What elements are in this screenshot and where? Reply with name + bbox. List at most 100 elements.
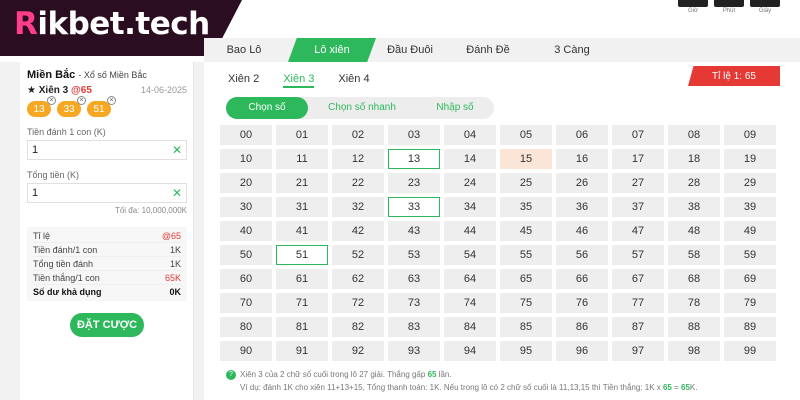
number-cell[interactable]: 79	[724, 293, 776, 313]
clear-total-icon[interactable]: ✕	[171, 186, 182, 200]
number-cell[interactable]: 85	[500, 317, 552, 337]
number-cell[interactable]: 98	[668, 341, 720, 361]
number-cell[interactable]: 42	[332, 221, 384, 241]
number-cell[interactable]: 58	[668, 245, 720, 265]
number-cell[interactable]: 83	[388, 317, 440, 337]
number-cell[interactable]: 92	[332, 341, 384, 361]
number-cell[interactable]: 74	[444, 293, 496, 313]
number-cell[interactable]: 14	[444, 149, 496, 169]
stake-input[interactable]: 1 ✕	[27, 140, 187, 160]
clear-stake-icon[interactable]: ✕	[171, 143, 182, 157]
number-cell[interactable]: 69	[724, 269, 776, 289]
number-cell[interactable]: 31	[276, 197, 328, 217]
number-cell[interactable]: 71	[276, 293, 328, 313]
number-cell[interactable]: 17	[612, 149, 664, 169]
place-bet-button[interactable]: ĐẶT CƯỢC	[70, 313, 144, 337]
number-cell[interactable]: 18	[668, 149, 720, 169]
number-cell[interactable]: 65	[500, 269, 552, 289]
number-cell[interactable]: 23	[388, 173, 440, 193]
number-cell[interactable]: 40	[220, 221, 272, 241]
number-cell[interactable]: 89	[724, 317, 776, 337]
number-cell[interactable]: 13	[388, 149, 440, 169]
number-cell[interactable]: 93	[388, 341, 440, 361]
number-cell[interactable]: 99	[724, 341, 776, 361]
mode-0[interactable]: Chọn số	[226, 97, 308, 119]
number-cell[interactable]: 91	[276, 341, 328, 361]
number-cell[interactable]: 50	[220, 245, 272, 265]
number-cell[interactable]: 76	[556, 293, 608, 313]
number-cell[interactable]: 87	[612, 317, 664, 337]
number-cell[interactable]: 75	[500, 293, 552, 313]
tab-3[interactable]: Đánh Đề	[466, 44, 510, 56]
number-cell[interactable]: 32	[332, 197, 384, 217]
number-cell[interactable]: 22	[332, 173, 384, 193]
number-cell[interactable]: 36	[556, 197, 608, 217]
number-cell[interactable]: 39	[724, 197, 776, 217]
total-value[interactable]: 1	[32, 187, 39, 199]
remove-chip-icon[interactable]: ×	[107, 96, 116, 105]
number-cell[interactable]: 46	[556, 221, 608, 241]
number-cell[interactable]: 86	[556, 317, 608, 337]
remove-chip-icon[interactable]: ×	[77, 96, 86, 105]
number-cell[interactable]: 70	[220, 293, 272, 313]
number-cell[interactable]: 00	[220, 125, 272, 145]
sub-tab-2[interactable]: Xiên 4	[338, 73, 370, 85]
number-cell[interactable]: 12	[332, 149, 384, 169]
number-cell[interactable]: 59	[724, 245, 776, 265]
number-cell[interactable]: 56	[556, 245, 608, 265]
number-cell[interactable]: 26	[556, 173, 608, 193]
number-cell[interactable]: 52	[332, 245, 384, 265]
number-cell[interactable]: 44	[444, 221, 496, 241]
sub-tab-0[interactable]: Xiên 2	[228, 73, 260, 85]
number-cell[interactable]: 03	[388, 125, 440, 145]
number-cell[interactable]: 96	[556, 341, 608, 361]
number-cell[interactable]: 54	[444, 245, 496, 265]
number-cell[interactable]: 19	[724, 149, 776, 169]
number-cell[interactable]: 05	[500, 125, 552, 145]
number-cell[interactable]: 29	[724, 173, 776, 193]
tab-1[interactable]: Lô xiên	[288, 38, 376, 62]
number-cell[interactable]: 33	[388, 197, 440, 217]
tab-4[interactable]: 3 Càng	[554, 44, 590, 56]
number-cell[interactable]: 27	[612, 173, 664, 193]
number-cell[interactable]: 61	[276, 269, 328, 289]
number-cell[interactable]: 63	[388, 269, 440, 289]
remove-chip-icon[interactable]: ×	[47, 96, 56, 105]
number-cell[interactable]: 48	[668, 221, 720, 241]
logo-banner[interactable]: Rikbet.tech	[0, 0, 242, 56]
total-input[interactable]: 1 ✕	[27, 183, 187, 203]
mode-1[interactable]: Chọn số nhanh	[328, 102, 396, 113]
number-cell[interactable]: 30	[220, 197, 272, 217]
number-cell[interactable]: 77	[612, 293, 664, 313]
number-cell[interactable]: 09	[724, 125, 776, 145]
mode-2[interactable]: Nhập số	[436, 102, 474, 113]
number-cell[interactable]: 43	[388, 221, 440, 241]
number-cell[interactable]: 82	[332, 317, 384, 337]
number-cell[interactable]: 16	[556, 149, 608, 169]
number-cell[interactable]: 45	[500, 221, 552, 241]
number-cell[interactable]: 21	[276, 173, 328, 193]
number-cell[interactable]: 68	[668, 269, 720, 289]
number-cell[interactable]: 34	[444, 197, 496, 217]
number-cell[interactable]: 37	[612, 197, 664, 217]
number-cell[interactable]: 20	[220, 173, 272, 193]
number-cell[interactable]: 35	[500, 197, 552, 217]
number-cell[interactable]: 55	[500, 245, 552, 265]
number-cell[interactable]: 67	[612, 269, 664, 289]
number-cell[interactable]: 62	[332, 269, 384, 289]
number-cell[interactable]: 78	[668, 293, 720, 313]
number-cell[interactable]: 64	[444, 269, 496, 289]
number-cell[interactable]: 47	[612, 221, 664, 241]
number-cell[interactable]: 57	[612, 245, 664, 265]
tab-2[interactable]: Đầu Đuôi	[387, 44, 433, 56]
number-cell[interactable]: 41	[276, 221, 328, 241]
number-cell[interactable]: 66	[556, 269, 608, 289]
number-cell[interactable]: 97	[612, 341, 664, 361]
tab-0[interactable]: Bao Lô	[226, 44, 262, 56]
number-cell[interactable]: 08	[668, 125, 720, 145]
number-cell[interactable]: 07	[612, 125, 664, 145]
number-cell[interactable]: 01	[276, 125, 328, 145]
number-cell[interactable]: 04	[444, 125, 496, 145]
sub-tab-1[interactable]: Xiên 3	[283, 73, 315, 88]
number-cell[interactable]: 51	[276, 245, 328, 265]
